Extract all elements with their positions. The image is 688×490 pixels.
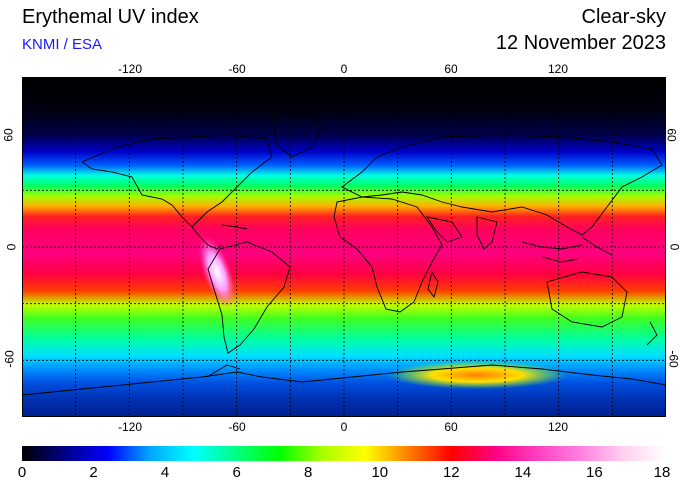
lat-tick-left: -60	[2, 350, 17, 368]
lat-tick-right: 60	[664, 128, 679, 142]
lon-tick-bottom: -120	[117, 420, 143, 434]
colorbar-tick: 0	[17, 464, 27, 481]
lon-tick-top: 120	[547, 62, 569, 76]
lat-tick-right: 0	[667, 243, 682, 251]
colorbar-tick: 18	[653, 464, 671, 481]
colorbar-tick: 4	[160, 464, 170, 481]
lat-tick-right: -60	[666, 350, 681, 368]
organization-label: KNMI / ESA	[22, 36, 103, 53]
colorbar-tick: 2	[89, 464, 98, 481]
colorbar-tick: 14	[514, 464, 532, 481]
date-label: 12 November 2023	[495, 32, 666, 54]
lat-tick-left: 0	[4, 243, 19, 251]
condition-label: Clear-sky	[581, 6, 666, 28]
colorbar-tick: 12	[442, 464, 460, 481]
graticule	[22, 77, 666, 417]
lon-tick-bottom: -60	[228, 420, 246, 434]
antarctic-plateau-uv	[387, 361, 567, 389]
colorbar-tick: 6	[232, 464, 241, 481]
lon-tick-bottom: 0	[340, 420, 348, 434]
map-canvas	[22, 77, 666, 417]
andes-uv-maximum	[198, 235, 236, 309]
colorbar-tick: 10	[371, 464, 389, 481]
coastlines	[22, 111, 666, 396]
colorbar-fill	[22, 446, 666, 461]
lon-tick-bottom: 60	[444, 420, 458, 434]
lon-tick-bottom: 120	[547, 420, 569, 434]
map-title: Erythemal UV index	[22, 6, 199, 28]
lon-tick-top: 60	[444, 62, 458, 76]
lon-tick-top: -120	[117, 62, 143, 76]
uv-index-map	[22, 77, 666, 417]
map-frame	[22, 77, 666, 417]
colorbar	[22, 446, 666, 461]
lat-tick-left: 60	[1, 128, 16, 142]
colorbar-tick: 8	[304, 464, 313, 481]
colorbar-tick: 16	[586, 464, 603, 481]
lon-tick-top: -60	[228, 62, 246, 76]
lon-tick-top: 0	[340, 62, 348, 76]
